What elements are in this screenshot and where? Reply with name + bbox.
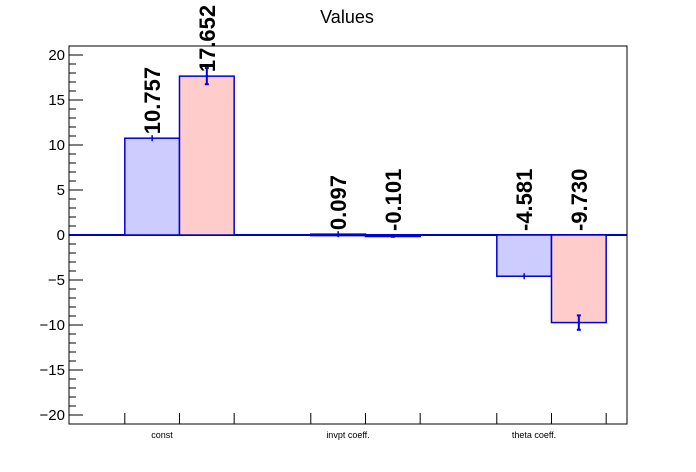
bar-value-label: -4.581	[512, 169, 537, 231]
y-tick-label: 10	[48, 137, 65, 154]
y-tick-label: 15	[48, 92, 65, 109]
bar-value-label: 17.652	[195, 5, 220, 72]
plot-area: −20 −15 −10 −5 0 5 10 15 20 const invpt coeff. thet…	[40, 5, 627, 440]
y-tick-label: −15	[40, 362, 65, 379]
y-tick-label: 0	[57, 227, 65, 244]
y-tick-label: −20	[40, 407, 65, 424]
bar	[550, 234, 607, 324]
bar-value-label: -0.101	[381, 169, 406, 231]
bar-value-label: 10.757	[140, 67, 165, 134]
bar-value-label: 0.097	[326, 175, 351, 230]
x-category-label: theta coeff.	[512, 430, 556, 440]
chart-title: Values	[320, 7, 374, 27]
y-tick-label: −5	[48, 272, 65, 289]
y-tick-label: 20	[48, 47, 65, 64]
bar-value-label: -9.730	[567, 169, 592, 231]
plot-frame	[68, 45, 628, 425]
bar	[496, 234, 553, 277]
x-category-label: invpt coeff.	[326, 430, 369, 440]
x-category-label: const	[151, 430, 173, 440]
bar	[178, 75, 235, 236]
y-tick-label: 5	[57, 182, 65, 199]
y-tick-label: −10	[40, 317, 65, 334]
bar	[124, 137, 181, 236]
